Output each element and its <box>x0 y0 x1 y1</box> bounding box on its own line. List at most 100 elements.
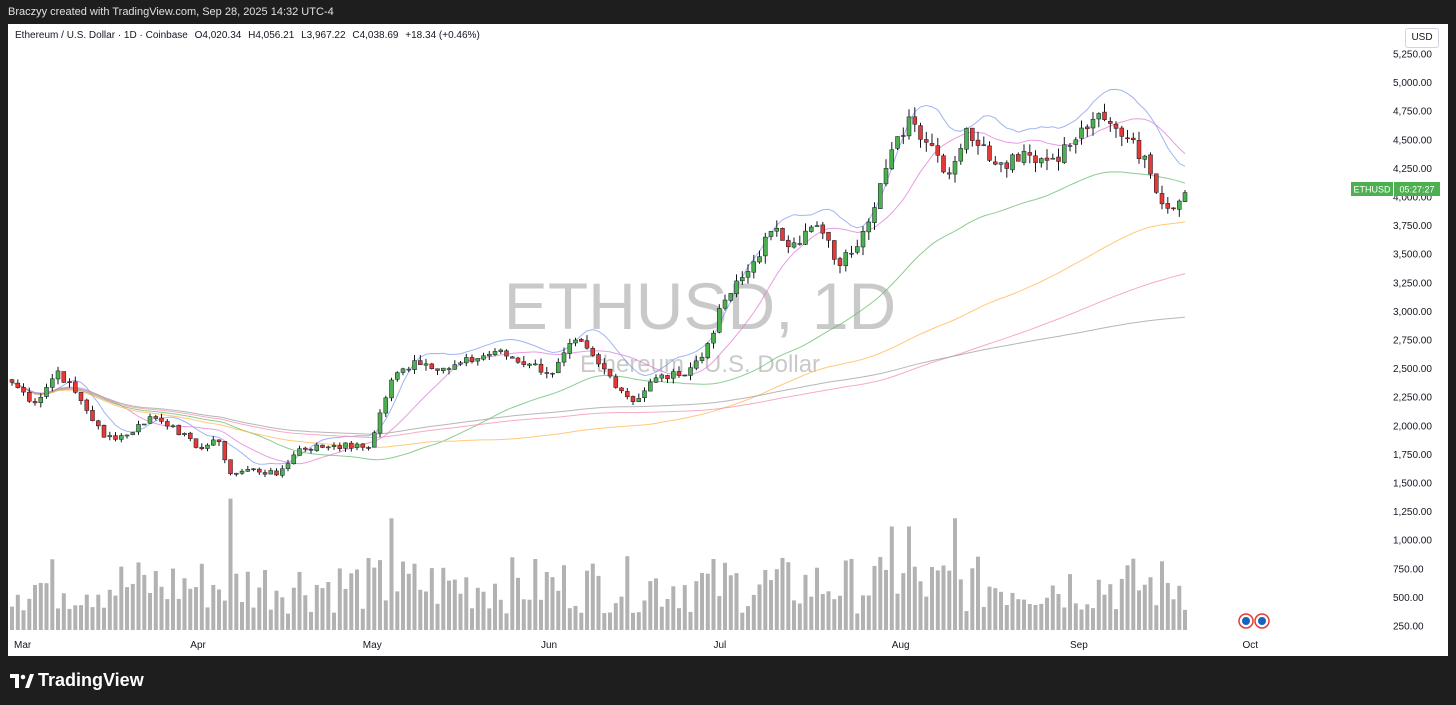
volume-bar <box>326 582 331 630</box>
candle-up <box>395 372 400 380</box>
currency-button[interactable]: USD <box>1405 28 1439 48</box>
volume-bar <box>659 606 664 630</box>
volume-bar <box>84 594 89 630</box>
volume-bar <box>740 612 745 630</box>
volume-bar <box>257 587 262 630</box>
candle-up <box>38 396 44 404</box>
volume-bar <box>1010 592 1015 630</box>
candle-up <box>1067 145 1073 147</box>
volume-bar <box>648 581 653 630</box>
candle-up <box>763 236 768 257</box>
candle-down <box>176 424 182 436</box>
candle-up <box>170 425 176 428</box>
candle-up <box>803 230 808 245</box>
volume-bar <box>573 605 578 630</box>
time-tick-label: May <box>363 640 382 651</box>
volume-bar <box>286 613 290 630</box>
candle-up <box>533 363 538 366</box>
volume-bar <box>1039 603 1044 630</box>
volume-bar <box>516 577 520 630</box>
volume-bar <box>1154 605 1159 630</box>
candle-up <box>866 221 872 233</box>
volume-bar <box>970 568 975 630</box>
candle-down <box>188 432 193 439</box>
volume-bar <box>418 589 423 630</box>
candle-down <box>975 139 981 146</box>
price-tick-label: 2,750.00 <box>1393 336 1432 347</box>
candle-up <box>1021 150 1027 163</box>
volume-bar <box>96 594 101 630</box>
volume-bar <box>337 568 342 630</box>
candle-down <box>418 360 423 365</box>
candle-up <box>1062 144 1067 163</box>
volume-bar <box>711 559 716 630</box>
volume-bar <box>567 608 572 630</box>
volume-bar <box>182 578 187 630</box>
volume-bar <box>1016 599 1021 630</box>
candle-down <box>607 368 613 377</box>
candle-down <box>947 172 952 175</box>
candle-down <box>602 363 607 370</box>
volume-bar <box>153 571 158 630</box>
candle-down <box>1119 127 1125 137</box>
candle-up <box>182 433 187 435</box>
candle-down <box>21 387 26 393</box>
event-flags[interactable] <box>1238 613 1270 629</box>
candle-up <box>291 454 297 465</box>
price-tick-label: 1,250.00 <box>1393 507 1432 518</box>
volume-bar <box>1177 585 1182 630</box>
candle-up <box>245 469 251 472</box>
volume-bar <box>1073 603 1078 630</box>
price-tick-label: 3,000.00 <box>1393 307 1432 318</box>
price-tick-label: 4,500.00 <box>1393 135 1432 146</box>
volume-bar <box>406 573 411 630</box>
time-axis[interactable]: Mar Apr May Jun Jul Aug Sep Oct <box>14 640 1258 651</box>
chart-credit: Braczyy created with TradingView.com, Se… <box>8 6 334 18</box>
volume-bar <box>981 607 986 630</box>
volume-bar <box>251 607 256 630</box>
volume-bar <box>907 526 911 630</box>
volume-bar <box>1108 584 1113 630</box>
volume-bar <box>688 611 693 630</box>
volume-bar <box>625 556 630 630</box>
volume-bar <box>912 566 917 630</box>
price-label-countdown: 05:27:27 <box>1399 185 1434 195</box>
chart-svg[interactable]: ETHUSD, 1D Ethereum / U.S. Dollar 5,250.… <box>8 24 1448 656</box>
candle-down <box>590 348 596 356</box>
volume-bar <box>987 586 992 630</box>
volume-bars <box>10 498 1187 630</box>
candle-up <box>855 246 860 253</box>
volume-bar <box>815 567 819 630</box>
candle-up <box>205 444 210 449</box>
candle-up <box>119 435 124 440</box>
tradingview-logo[interactable]: TradingView <box>10 670 144 691</box>
volume-bar <box>705 573 710 630</box>
time-tick-label: Oct <box>1243 640 1259 651</box>
volume-bar <box>947 570 952 630</box>
candle-up <box>44 387 49 397</box>
price-tick-label: 2,500.00 <box>1393 364 1432 375</box>
volume-bar <box>636 612 641 630</box>
candle-up <box>406 368 412 371</box>
candle-down <box>228 459 233 475</box>
volume-bar <box>102 607 106 630</box>
volume-bar <box>976 556 980 630</box>
volume-bar <box>1102 594 1107 630</box>
volume-bar <box>728 575 733 630</box>
candles <box>9 103 1188 478</box>
candle-up <box>648 381 653 392</box>
volume-bar <box>33 585 37 630</box>
candle-down <box>625 391 630 398</box>
candle-up <box>711 332 716 344</box>
chart-panel[interactable]: ETHUSD, 1D Ethereum / U.S. Dollar 5,250.… <box>8 24 1448 656</box>
candle-down <box>159 417 164 422</box>
candle-up <box>285 463 291 469</box>
price-axis[interactable]: 5,250.00 5,000.00 4,750.00 4,500.00 4,250.00… <box>1393 50 1432 633</box>
volume-bar <box>717 596 722 630</box>
candle-down <box>257 468 262 473</box>
volume-bar <box>1085 604 1090 630</box>
candle-down <box>1131 137 1136 141</box>
candle-up <box>280 468 285 476</box>
candle-down <box>901 135 906 137</box>
candle-up <box>745 271 751 278</box>
